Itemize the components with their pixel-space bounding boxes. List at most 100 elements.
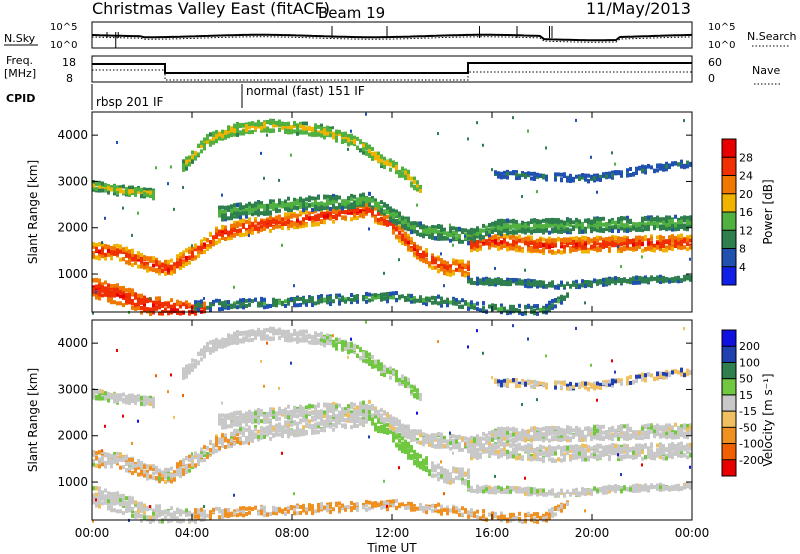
power-cell: [92, 242, 95, 247]
power-cell: [245, 124, 248, 129]
velocity-cell: [155, 514, 158, 519]
power-cell: [248, 226, 251, 231]
power-cell: [389, 291, 392, 296]
power-cell: [161, 311, 164, 316]
power-cell: [653, 243, 656, 248]
power-cell: [365, 197, 368, 202]
velocity-cell: [122, 456, 125, 461]
power-cell: [149, 193, 152, 198]
power-cell: [563, 229, 566, 234]
power-cell: [326, 194, 329, 199]
power-cell: [182, 159, 185, 164]
power-cell: [203, 249, 206, 254]
velocity-cell: [149, 474, 152, 479]
power-cell: [602, 227, 605, 232]
power-cell: [482, 223, 485, 228]
power-cell: [515, 240, 518, 245]
power-cell: [125, 292, 128, 297]
power-cell: [461, 262, 464, 267]
power-cell: [173, 304, 176, 309]
power-cell: [377, 217, 380, 222]
power-cell: [557, 299, 560, 304]
power-cell: [212, 136, 215, 141]
power-cell: [341, 206, 344, 211]
power-cell: [656, 217, 659, 222]
power-cell: [194, 311, 197, 316]
velocity-cell: [131, 457, 134, 462]
power-cell: [182, 260, 185, 265]
velocity-cell: [164, 475, 167, 480]
power-cell: [671, 243, 674, 248]
power-cell: [515, 248, 518, 253]
power-cell: [233, 285, 235, 289]
power-cell: [356, 297, 359, 302]
power-cell: [614, 242, 617, 247]
power-cell: [524, 281, 527, 286]
power-cell: [392, 212, 395, 217]
power-cell: [554, 218, 557, 223]
velocity-cell: [128, 502, 131, 507]
power-cell: [671, 223, 674, 228]
power-cell: [473, 238, 476, 243]
power-cell: [257, 212, 260, 217]
velocity-cell: [128, 497, 131, 502]
power-cell: [107, 190, 110, 195]
power-cell: [641, 237, 644, 242]
power-cell: [479, 279, 482, 284]
velocity-cell: [110, 393, 113, 398]
velocity-cell: [131, 499, 134, 504]
power-cell: [335, 199, 338, 204]
velocity-cell: [197, 461, 200, 466]
power-cell: [317, 132, 320, 137]
power-cell: [476, 307, 479, 312]
power-cell: [410, 237, 413, 242]
power-cell: [443, 269, 446, 274]
power-cell: [254, 122, 257, 127]
velocity-cell: [158, 479, 161, 484]
power-cell: [92, 311, 94, 315]
power-cell: [413, 229, 416, 234]
power-cell: [470, 239, 473, 244]
power-cell: [524, 283, 527, 288]
velocity-cell: [170, 516, 173, 521]
power-cell: [266, 207, 269, 212]
power-cell: [680, 219, 683, 224]
power-cell: [656, 244, 659, 249]
colorbar-swatch: [722, 193, 736, 213]
power-cell: [587, 249, 590, 254]
power-cell: [683, 238, 686, 243]
power-cell: [332, 203, 335, 208]
power-cell: [407, 173, 410, 178]
power-cell: [674, 236, 677, 241]
power-cell: [467, 303, 470, 308]
power-cell: [218, 237, 221, 242]
power-cell: [344, 299, 347, 304]
power-cell: [323, 135, 326, 140]
power-cell: [368, 144, 371, 149]
power-cell: [509, 230, 512, 235]
power-cell: [323, 214, 326, 219]
power-cell: [161, 268, 164, 273]
velocity-cell: [137, 512, 140, 517]
power-cell: [536, 229, 539, 234]
power-cell: [416, 244, 419, 249]
power-cell: [683, 276, 686, 281]
power-cell: [314, 130, 317, 135]
power-cell: [566, 230, 569, 235]
velocity-cell: [155, 508, 158, 513]
power-cell: [452, 261, 455, 266]
power-cell: [293, 200, 296, 205]
power-cell: [446, 268, 449, 273]
velocity-cell: [101, 458, 104, 463]
power-cell: [242, 131, 245, 136]
power-cell: [518, 223, 521, 228]
power-cell: [290, 130, 293, 135]
velocity-cell: [98, 504, 101, 509]
power-cell: [239, 211, 242, 216]
power-cell: [626, 238, 629, 243]
power-cell: [110, 291, 113, 296]
power-cell: [554, 250, 557, 255]
power-cell: [401, 224, 404, 229]
power-cell: [641, 164, 644, 169]
